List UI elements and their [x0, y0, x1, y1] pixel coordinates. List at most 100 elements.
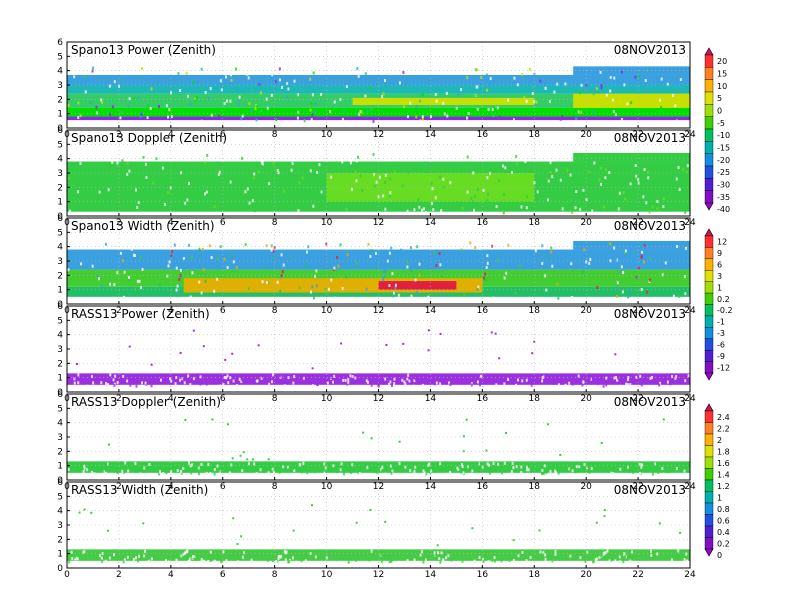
- data-speckle: [380, 379, 383, 383]
- data-speckle: [601, 553, 604, 557]
- data-speckle: [327, 287, 330, 291]
- data-speckle: [266, 106, 269, 110]
- data-speckle: [569, 554, 572, 558]
- data-speckle: [419, 99, 422, 103]
- data-speckle: [230, 78, 233, 82]
- data-speckle: [609, 75, 612, 79]
- data-speckle: [478, 462, 481, 466]
- data-speckle: [108, 462, 111, 466]
- data-speckle: [82, 469, 85, 473]
- data-speckle: [286, 465, 289, 469]
- data-speckle: [81, 379, 84, 383]
- colorbar-label: 1.2: [717, 482, 730, 491]
- data-speckle: [101, 469, 104, 473]
- data-speckle: [229, 253, 232, 257]
- data-speckle: [357, 74, 360, 78]
- data-speckle: [241, 469, 244, 473]
- data-dot: [340, 342, 343, 345]
- data-speckle: [427, 295, 430, 299]
- data-speckle: [535, 187, 538, 191]
- data-speckle: [263, 376, 266, 380]
- data-speckle: [478, 555, 481, 559]
- data-speckle: [485, 265, 488, 269]
- y-tick-label: 0: [57, 212, 63, 222]
- data-dot: [240, 535, 243, 538]
- colorbar-swatch: [704, 514, 714, 527]
- data-speckle: [235, 468, 238, 472]
- data-speckle: [466, 465, 469, 469]
- data-speckle: [344, 378, 347, 382]
- data-speckle: [92, 381, 95, 385]
- data-speckle: [170, 379, 173, 383]
- data-speckle: [107, 462, 110, 466]
- data-speckle: [377, 384, 380, 388]
- data-speckle: [123, 558, 126, 562]
- data-speckle: [541, 376, 544, 380]
- data-speckle: [628, 470, 631, 474]
- data-dot: [427, 329, 430, 332]
- data-speckle: [556, 208, 559, 212]
- data-speckle: [680, 464, 683, 468]
- data-speckle: [230, 463, 233, 467]
- data-speckle: [568, 467, 571, 471]
- x-tick-label: 14: [425, 570, 437, 580]
- data-speckle: [403, 105, 406, 109]
- data-speckle: [487, 108, 490, 112]
- x-tick-label: 20: [580, 570, 592, 580]
- data-speckle: [487, 377, 490, 381]
- data-dot: [485, 449, 488, 452]
- data-speckle: [374, 469, 377, 473]
- data-speckle: [247, 462, 250, 466]
- data-speckle: [122, 295, 125, 299]
- data-speckle: [602, 384, 605, 388]
- data-speckle: [190, 471, 193, 475]
- data-speckle: [101, 559, 104, 563]
- data-dot: [202, 345, 205, 348]
- data-speckle: [165, 471, 168, 475]
- data-speckle: [173, 243, 176, 247]
- data-speckle: [585, 197, 588, 201]
- data-speckle: [184, 551, 187, 555]
- data-speckle: [145, 376, 148, 380]
- data-speckle: [451, 204, 454, 208]
- data-speckle: [431, 187, 434, 191]
- data-speckle: [438, 557, 441, 561]
- data-speckle: [684, 292, 687, 296]
- data-speckle: [133, 287, 136, 291]
- data-dot: [142, 522, 145, 525]
- data-speckle: [439, 175, 442, 179]
- data-speckle: [209, 87, 212, 91]
- data-speckle: [467, 111, 470, 115]
- data-speckle: [202, 559, 205, 563]
- data-speckle: [598, 556, 601, 560]
- data-speckle: [135, 194, 138, 198]
- data-speckle: [591, 170, 594, 174]
- y-tick-label: 5: [57, 316, 63, 326]
- data-speckle: [435, 381, 438, 385]
- data-speckle: [649, 379, 652, 383]
- data-speckle: [120, 377, 123, 381]
- colorbar-label: 0.8: [717, 505, 730, 514]
- colorbar-label: 12: [717, 238, 727, 247]
- data-speckle: [417, 198, 420, 202]
- data-speckle: [407, 171, 410, 175]
- data-speckle: [358, 472, 361, 476]
- data-speckle: [312, 296, 315, 300]
- data-speckle: [474, 68, 477, 72]
- data-speckle: [116, 161, 119, 165]
- data-speckle: [150, 87, 153, 91]
- data-speckle: [182, 467, 185, 471]
- data-speckle: [445, 468, 448, 472]
- y-tick-label: 1: [57, 198, 63, 208]
- data-speckle: [483, 555, 486, 559]
- data-speckle: [318, 163, 321, 167]
- data-speckle: [571, 469, 574, 473]
- data-speckle: [401, 376, 404, 380]
- colorbar-label: 2.4: [717, 413, 730, 422]
- data-speckle: [144, 162, 147, 166]
- data-speckle: [312, 384, 315, 388]
- data-speckle: [609, 259, 612, 263]
- data-speckle: [571, 211, 574, 215]
- data-speckle: [149, 172, 152, 176]
- data-speckle: [641, 250, 644, 254]
